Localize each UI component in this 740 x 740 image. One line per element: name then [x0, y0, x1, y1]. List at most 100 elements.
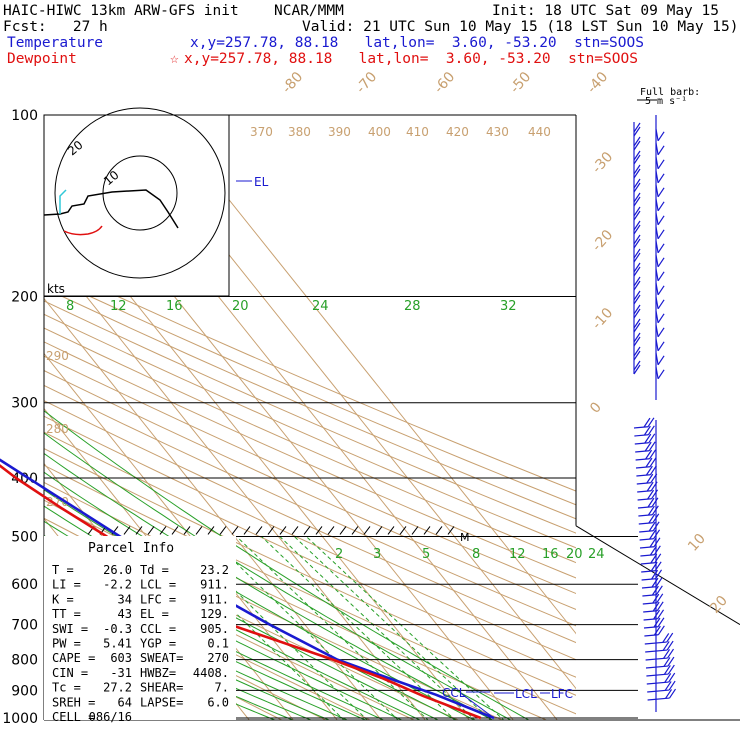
- wind-barb-feather: [633, 196, 641, 207]
- dry-adiabat-line: [44, 300, 576, 534]
- wind-barb-feather: [633, 332, 641, 343]
- wind-barb: [642, 594, 657, 597]
- isotherm-label: -50: [507, 69, 534, 97]
- hatch-mark: [195, 526, 203, 535]
- wind-barb-feather: [663, 649, 671, 659]
- parcel-key: CAPE =: [52, 651, 95, 665]
- theta-label: 400: [368, 125, 391, 139]
- model-title: HAIC-HIWC 13km ARW-GFS init: [3, 3, 239, 19]
- wind-barb-feather: [647, 417, 655, 428]
- mixing-ratio-label: 20: [566, 547, 583, 562]
- mixing-ratio-label: 3: [373, 547, 381, 562]
- parcel-value: 905.: [200, 622, 229, 636]
- wind-barb-feather: [644, 433, 652, 444]
- valid-time: Valid: 21 UTC Sun 10 May 15 (18 LST Sun …: [302, 19, 739, 35]
- temperature-profile: [0, 458, 495, 720]
- pressure-label: 800: [11, 653, 38, 669]
- wind-barb-feather: [669, 688, 677, 699]
- dry-adiabat-line: [44, 464, 576, 715]
- wind-barb-feather: [656, 601, 664, 612]
- pressure-label: 200: [11, 290, 38, 306]
- pressure-label: 700: [11, 618, 38, 634]
- wind-barb-feather: [666, 640, 674, 651]
- parcel-value: 43: [118, 607, 132, 621]
- wind-barb-feather: [633, 150, 641, 161]
- star-icon: ☆: [170, 51, 179, 67]
- hatch-mark: [291, 526, 299, 535]
- pressure-label: 100: [11, 108, 38, 124]
- wind-barb-feather: [633, 192, 641, 203]
- wind-barb-feather: [657, 327, 665, 338]
- ccl-label: CCL: [442, 686, 466, 700]
- wind-barb-feather: [633, 308, 641, 319]
- init-time: Init: 18 UTC Sat 09 May 15: [492, 3, 719, 19]
- wind-barb-feather: [667, 656, 675, 667]
- hatch-mark: [315, 526, 323, 535]
- wind-barb-feather: [649, 465, 657, 476]
- wind-barb-feather: [633, 164, 641, 175]
- hatch-mark: [327, 526, 335, 535]
- hodograph-trace-low: [59, 189, 67, 214]
- wind-barb: [635, 466, 650, 469]
- wind-barb-feather: [651, 585, 659, 596]
- parcel-key: PW =: [52, 637, 81, 651]
- wind-barb-feather: [666, 632, 674, 643]
- dry-adiabat-line: [44, 575, 327, 720]
- wind-barb-feather: [657, 215, 665, 226]
- mixing-ratio-label: 8: [472, 547, 480, 562]
- mixing-ratio-line: [293, 536, 492, 720]
- isotherm-label: -70: [353, 69, 380, 97]
- parcel-key: LFC =: [140, 592, 176, 606]
- parcel-key: LCL =: [140, 578, 176, 592]
- wind-barb-feather: [656, 593, 664, 604]
- wind-barb-feather: [657, 313, 665, 324]
- parcel-path: [460, 693, 495, 719]
- parcel-value: 7.: [215, 681, 229, 695]
- wind-barb-feather: [633, 178, 641, 189]
- wind-barb: [643, 610, 658, 613]
- moist-adiabat-label: 8: [66, 299, 74, 314]
- parcel-value: 603: [110, 651, 132, 665]
- wind-barb-feather: [633, 350, 641, 361]
- mixing-ratio-label: 12: [509, 547, 526, 562]
- wind-barb-feather: [633, 336, 641, 347]
- parcel-value: 129.: [200, 607, 229, 621]
- dry-adiabat-line: [44, 341, 576, 579]
- sounding-profiles: [0, 458, 495, 720]
- wind-barb-feather: [657, 131, 665, 142]
- wind-barb-feather: [657, 187, 665, 198]
- wind-barb-feather: [653, 625, 661, 636]
- pressure-label: 300: [11, 396, 38, 412]
- pressure-label: 600: [11, 577, 38, 593]
- moist-adiabat-label: 20: [232, 299, 249, 314]
- parcel-value: 6.0: [207, 695, 229, 709]
- mixing-ratio-line: [305, 536, 505, 720]
- mixing-ratio-label: 16: [542, 547, 559, 562]
- barb-legend-title: Full barb:: [640, 87, 700, 98]
- wind-barb-feather: [667, 648, 675, 659]
- wind-barb-feather: [657, 609, 665, 620]
- wind-barb-feather: [633, 318, 641, 329]
- wind-barb-feather: [648, 441, 656, 452]
- wind-barb-feather: [657, 271, 665, 282]
- parcel-value: -0.3: [103, 622, 132, 636]
- wind-barb-feather: [648, 521, 656, 532]
- isotherm-label: 0: [587, 399, 605, 416]
- wind-barb-feather: [651, 505, 659, 516]
- wind-barb-feather: [633, 276, 641, 287]
- wind-barb-feather: [657, 617, 665, 628]
- wind-barb-feather: [657, 159, 665, 170]
- hodograph-units: kts: [47, 282, 65, 296]
- el-label: EL: [254, 175, 269, 189]
- moist-adiabat-label: 32: [500, 299, 517, 314]
- hatch-mark: [351, 526, 359, 535]
- hatch-mark: [159, 526, 167, 535]
- wind-barb-feather: [633, 154, 641, 165]
- wind-barb-feather: [633, 122, 641, 133]
- dry-adiabat-line: [44, 287, 576, 520]
- hatch-mark: [411, 526, 419, 535]
- wind-barb-feather: [649, 545, 657, 556]
- wind-barb-feather: [653, 537, 661, 548]
- wind-barb-feather: [664, 681, 672, 691]
